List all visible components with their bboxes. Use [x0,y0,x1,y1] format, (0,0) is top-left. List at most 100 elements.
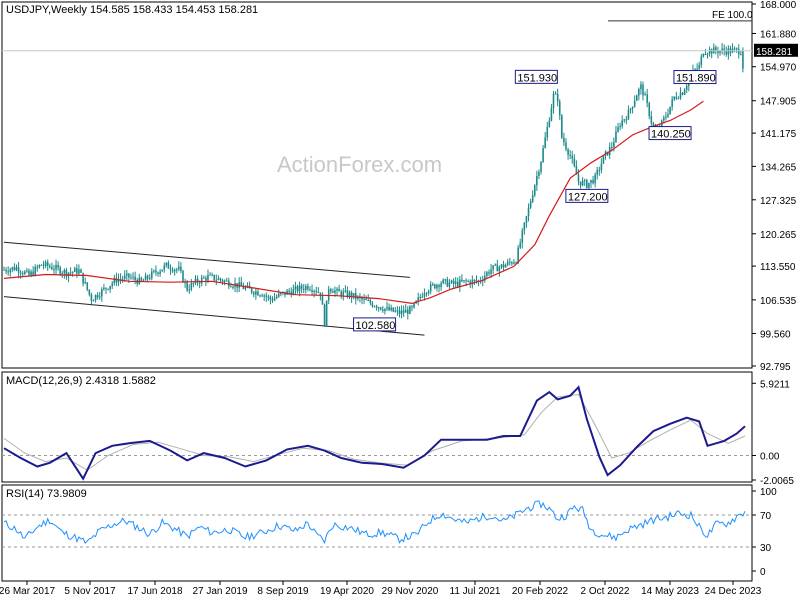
macd-tick-label: -2.0065 [760,476,794,487]
candle-body [504,264,507,268]
fe-level: FE 100.0 [608,10,753,22]
candle-body [448,282,451,287]
candle-body [215,280,218,282]
price-tick-label: 113.550 [760,262,796,273]
candle-body [471,279,474,285]
candle-body [188,289,191,291]
candle-body [298,285,301,292]
candle-body [271,299,274,301]
candle-body [411,306,413,308]
candle-body [546,126,549,138]
candle-body [536,175,538,186]
rsi-levels [2,514,752,548]
candle-body [217,278,220,281]
candle-body [59,267,61,274]
candle-body [646,94,648,103]
candle-body [342,291,345,296]
candle-body [73,268,76,272]
candle-body [586,180,588,188]
candle-body [105,287,107,289]
candle-body [500,264,503,268]
candle-body [142,280,145,282]
candle-body [11,267,14,270]
candle-body [519,242,522,248]
price-tick-label: 154.970 [760,63,797,74]
price-tick-label: 106.535 [760,296,797,307]
candle-body [38,265,41,268]
candle-body [121,278,124,280]
candle-body [588,182,590,188]
macd-signal-line [3,393,746,471]
candle-body [394,310,397,312]
candle-body [198,282,201,284]
candle-body [571,155,574,159]
candle-body [542,148,544,162]
candle-body [681,92,684,95]
candle-body [352,293,355,298]
candle-body [569,154,571,156]
candle-body [132,276,134,278]
candle-body [683,89,686,95]
candle-body [523,222,526,231]
candle-body [332,291,334,293]
candle-body [76,268,78,274]
candle-body [635,95,638,101]
x-tick-label: 29 Nov 2020 [382,586,439,597]
candle-body [80,269,82,273]
candle-body [498,267,501,272]
candle-body [21,273,24,275]
candle-body [579,181,582,186]
candle-body [633,100,636,107]
candle-body [429,284,432,292]
candle-body [550,108,553,121]
candle-body [660,120,663,129]
candle-body [323,304,326,326]
symbol-header: USDJPY,Weekly 154.585 158.433 154.453 15… [6,4,258,16]
candle-body [702,53,705,57]
candle-body [671,99,673,107]
annotation-label: 151.930 [517,72,557,84]
candle-body [113,277,116,284]
x-tick-label: 5 Nov 2017 [64,586,116,597]
candle-body [486,272,488,276]
candle-body [694,69,696,71]
x-tick-label: 24 Dec 2023 [705,586,762,597]
candle-body [288,290,290,292]
candle-body [452,280,455,285]
candle-body [309,289,311,291]
rsi-tick-label: 70 [760,511,772,522]
candle-body [402,310,405,313]
candle-body [615,131,617,143]
candle-body [494,264,497,266]
candle-body [644,94,646,96]
candle-body [180,266,182,271]
candle-body [200,277,203,284]
candle-body [155,270,157,273]
candle-body [531,195,534,202]
candle-body [475,279,478,282]
candle-body [496,264,499,272]
candle-body [425,293,428,295]
candle-body [369,299,372,304]
candle-body [111,283,114,286]
candle-body [148,278,151,280]
candle-body [529,201,532,208]
candle-body [302,288,305,290]
candle-body [723,48,725,51]
candle-body [61,273,64,275]
candle-body [379,307,382,310]
candle-body [556,93,559,102]
candle-body [42,264,45,266]
candle-body [344,290,347,292]
rsi-line [3,500,746,545]
rsi-label: RSI(14) 73.9809 [6,488,87,500]
candle-body [407,309,409,314]
candle-body [86,282,89,290]
candle-body [178,266,180,270]
candle-body [46,262,49,267]
last-price-value: 158.281 [756,47,793,58]
candle-body [592,179,594,184]
candle-body [721,48,723,51]
candle-body [138,277,141,284]
candle-body [377,307,380,309]
